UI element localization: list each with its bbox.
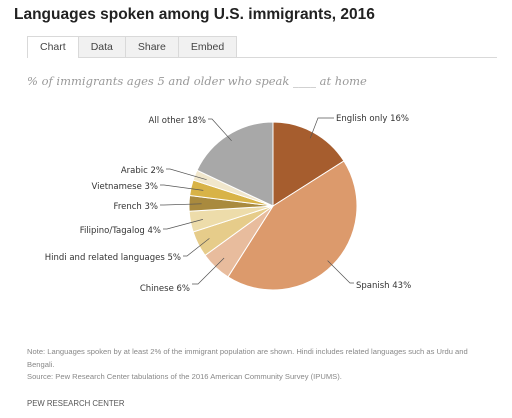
leader-line-3 [183, 238, 210, 257]
slice-label-5: French 3% [114, 202, 158, 212]
chart-title: Languages spoken among U.S. immigrants, … [14, 6, 375, 23]
slice-label-4: Filipino/Tagalog 4% [80, 226, 161, 236]
slice-label-8: All other 18% [149, 116, 206, 126]
leader-line-8 [208, 118, 232, 142]
source-text: Source: Pew Research Center tabulations … [27, 372, 342, 381]
tab-bar: Chart Data Share Embed [27, 36, 497, 58]
leader-line-7 [166, 168, 207, 181]
pie-slice-0[interactable] [272, 121, 345, 207]
tab-share[interactable]: Share [124, 36, 179, 57]
slice-label-0: English only 16% [336, 114, 409, 124]
leader-line-1 [327, 260, 354, 284]
slice-label-6: Vietnamese 3% [91, 182, 158, 192]
note-text: Note: Languages spoken by at least 2% of… [27, 347, 468, 369]
footer-credit: PEW RESEARCH CENTER [27, 399, 125, 408]
pie-slice-8[interactable] [196, 121, 274, 207]
leader-line-2 [192, 257, 225, 285]
slice-label-7: Arabic 2% [121, 166, 164, 176]
leader-line-6 [160, 184, 204, 191]
leader-line-4 [163, 219, 203, 230]
chart-subtitle: % of immigrants ages 5 and older who spe… [27, 74, 367, 88]
leader-line-5 [160, 203, 202, 206]
tab-chart[interactable]: Chart [27, 36, 79, 58]
slice-label-2: Chinese 6% [140, 284, 190, 294]
chart-notes: Note: Languages spoken by at least 2% of… [27, 346, 497, 384]
slice-label-1: Spanish 43% [356, 281, 411, 291]
tab-embed[interactable]: Embed [177, 36, 238, 57]
leader-line-0 [309, 117, 334, 139]
slice-label-3: Hindi and related languages 5% [45, 253, 181, 263]
